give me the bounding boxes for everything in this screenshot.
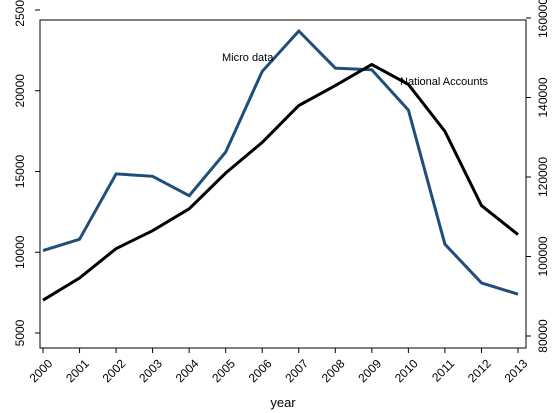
left-tick-label: 25000 xyxy=(13,0,27,27)
left-tick-label: 15000 xyxy=(13,154,27,188)
left-y-axis: 5000 10000 15000 20000 25000 xyxy=(13,0,40,346)
left-tick-label: 10000 xyxy=(13,235,27,269)
x-axis-title: year xyxy=(270,395,296,410)
x-axis: 2000 2001 2002 2003 2004 2005 2006 2007 2008 2009… xyxy=(27,348,531,385)
right-tick-label: 100000 xyxy=(536,236,550,276)
x-tick-label: 2007 xyxy=(282,356,311,385)
x-tick-label: 2000 xyxy=(27,356,56,385)
series-label: National Accounts xyxy=(400,76,489,88)
right-tick-label: 160000 xyxy=(536,0,550,38)
left-tick-label: 5000 xyxy=(13,319,27,346)
x-tick-label: 2001 xyxy=(63,356,92,385)
x-tick-label: 2006 xyxy=(246,356,275,385)
x-tick-label: 2013 xyxy=(502,356,531,385)
x-tick-label: 2011 xyxy=(429,356,457,384)
x-tick-label: 2010 xyxy=(392,356,421,385)
annotation-layer: Micro data National Accounts xyxy=(222,52,489,88)
x-tick-label: 2005 xyxy=(209,356,238,385)
left-tick-label: 20000 xyxy=(13,74,27,108)
x-tick-label: 2012 xyxy=(465,356,494,385)
series-line-0 xyxy=(42,28,519,296)
x-tick-label: 2004 xyxy=(173,356,202,385)
plot-area xyxy=(39,19,527,349)
series-layer xyxy=(42,28,519,302)
x-tick-label: 2002 xyxy=(100,356,129,385)
right-tick-label: 80000 xyxy=(536,319,550,353)
right-y-axis: 80000 100000 120000 140000 160000 xyxy=(526,0,550,353)
x-tick-label: 2009 xyxy=(355,356,384,385)
series-label: Micro data xyxy=(222,52,274,64)
series-line-1 xyxy=(42,62,519,302)
x-tick-label: 2008 xyxy=(319,356,348,385)
right-tick-label: 120000 xyxy=(536,157,550,197)
right-tick-label: 140000 xyxy=(536,77,550,117)
x-tick-label: 2003 xyxy=(136,356,165,385)
